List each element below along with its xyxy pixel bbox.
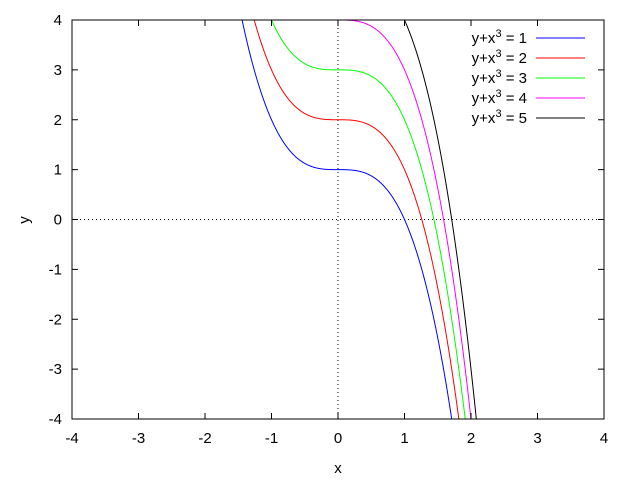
y-tick-label: -1 <box>49 261 62 278</box>
curves <box>241 20 477 419</box>
legend-label: y+x3 = 4 <box>472 88 527 107</box>
y-axis-label: y <box>16 216 33 224</box>
x-tick-label: -3 <box>132 430 145 447</box>
x-tick-label: 4 <box>600 430 608 447</box>
y-tick-label: 4 <box>54 12 62 29</box>
y-tick-label: -4 <box>49 411 62 428</box>
x-tick-label: -2 <box>198 430 211 447</box>
series-line <box>253 20 460 419</box>
series-line <box>241 20 453 419</box>
plot-border <box>71 19 605 420</box>
legend-label: y+x3 = 2 <box>472 48 527 67</box>
x-tick-label: 1 <box>400 430 408 447</box>
y-tick-label: 0 <box>54 212 62 229</box>
x-tick-label: 2 <box>467 430 475 447</box>
legend: y+x3 = 1y+x3 = 2y+x3 = 3y+x3 = 4y+x3 = 5 <box>472 28 585 127</box>
y-tick-label: -2 <box>49 311 62 328</box>
legend-label: y+x3 = 1 <box>472 28 527 47</box>
y-tick-label: 3 <box>54 62 62 79</box>
x-axis-label: x <box>334 460 342 477</box>
y-tick-label: -3 <box>49 361 62 378</box>
x-tick-label: 0 <box>334 430 342 447</box>
y-tick-label: 1 <box>54 162 62 179</box>
x-tick-label: -1 <box>265 430 278 447</box>
zero-axes <box>72 20 604 419</box>
y-tick-label: 2 <box>54 112 62 129</box>
x-tick-label: -4 <box>65 430 78 447</box>
series-line <box>323 20 472 419</box>
series-line <box>270 20 466 419</box>
legend-label: y+x3 = 3 <box>472 68 527 87</box>
tick-labels: -4 -3 -2 -1 0 1 2 3 4 -4 -3 -2 -1 0 1 2 3 4 <box>49 12 609 447</box>
x-tick-label: 3 <box>533 430 541 447</box>
legend-label: y+x3 = 5 <box>472 108 527 127</box>
series-line <box>403 20 477 419</box>
